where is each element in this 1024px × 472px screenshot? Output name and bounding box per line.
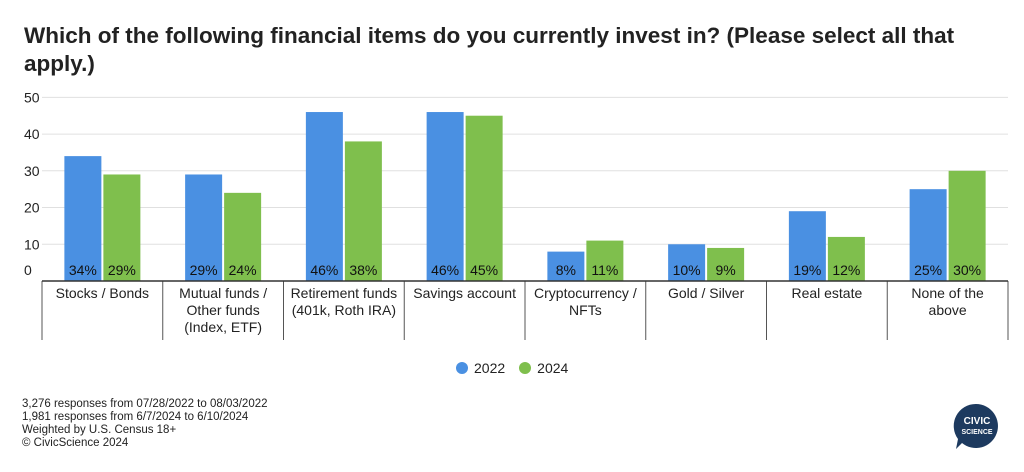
- y-tick-label: 10: [24, 236, 40, 252]
- data-label-2024: 45%: [470, 262, 498, 278]
- bar-chart: 0 10 20 30 40 50 34% 29% 29% 24% 46% 38% 46% 45% 8% 11…: [24, 89, 1009, 340]
- legend-label-2024: 2024: [537, 360, 569, 376]
- x-category-label: Gold / Silver: [668, 285, 745, 301]
- bar-2022: [305, 112, 343, 282]
- bar-2022: [426, 112, 464, 282]
- x-category-label-line: Stocks / Bonds: [56, 285, 149, 301]
- data-label-2022: 10%: [673, 262, 701, 278]
- data-label-2022: 29%: [190, 262, 218, 278]
- data-labels: 34% 29% 29% 24% 46% 38% 46% 45% 8% 11% 10% 9% 19% 12%…: [69, 262, 981, 278]
- data-label-2022: 46%: [310, 262, 338, 278]
- x-category-label-line: (Index, ETF): [184, 319, 262, 335]
- data-label-2024: 9%: [716, 262, 736, 278]
- data-label-2024: 12%: [832, 262, 860, 278]
- bar-2022: [64, 156, 102, 281]
- data-label-2024: 38%: [349, 262, 377, 278]
- chart-title: Which of the following financial items d…: [24, 23, 955, 76]
- y-tick-label: 0: [24, 262, 32, 278]
- data-label-2024: 11%: [591, 262, 618, 278]
- data-label-2024: 30%: [953, 262, 981, 278]
- x-category-label-line: Mutual funds /: [179, 285, 267, 301]
- bar-2024: [827, 236, 865, 281]
- x-category-label-line: (401k, Roth IRA): [292, 302, 396, 318]
- y-tick-label: 30: [24, 163, 40, 179]
- bar-2024: [224, 192, 262, 281]
- data-label-2024: 24%: [229, 262, 257, 278]
- legend-item-2024: 2024: [519, 360, 568, 376]
- x-category-label: Retirement funds (401k, Roth IRA): [291, 285, 398, 318]
- data-label-2022: 8%: [556, 262, 576, 278]
- bars: [64, 112, 986, 282]
- x-category-label: Cryptocurrency / NFTs: [534, 285, 637, 318]
- legend-label-2022: 2022: [474, 360, 506, 376]
- data-label-2022: 25%: [914, 262, 942, 278]
- x-category-label: Real estate: [791, 285, 862, 301]
- legend-item-2022: 2022: [456, 360, 505, 376]
- data-label-2024: 29%: [108, 262, 136, 278]
- bar-2024: [707, 247, 745, 281]
- x-axis: Stocks / Bonds Mutual funds / Other funds(…: [41, 280, 1009, 340]
- x-category-label-line: Savings account: [413, 285, 516, 301]
- x-category-label-line: Retirement funds: [291, 285, 398, 301]
- data-label-2022: 46%: [431, 262, 459, 278]
- x-category-label: Stocks / Bonds: [56, 285, 149, 301]
- x-category-label: Mutual funds / Other funds (Index, ETF): [179, 285, 267, 335]
- svg-text:CIVIC: CIVIC: [964, 416, 991, 427]
- footer-line: 1,981 responses from 6/7/2024 to 6/10/20…: [22, 411, 249, 423]
- civicscience-logo: CIVIC SCIENCE: [953, 403, 998, 449]
- x-category-label-line: Real estate: [791, 285, 862, 301]
- bar-2024: [465, 115, 503, 281]
- x-category-label-line: above: [929, 302, 967, 318]
- bar-2024: [586, 240, 624, 281]
- legend-swatch-2022: [456, 362, 468, 374]
- footer-line: 3,276 responses from 07/28/2022 to 08/03…: [22, 398, 268, 410]
- y-tick-label: 50: [24, 89, 40, 105]
- x-category-label-line: None of the: [911, 285, 984, 301]
- y-axis-ticks: 0 10 20 30 40 50: [24, 89, 40, 278]
- svg-text:SCIENCE: SCIENCE: [961, 429, 992, 436]
- footer-line: © CivicScience 2024: [22, 437, 129, 449]
- bar-2024: [344, 141, 382, 281]
- y-tick-label: 40: [24, 126, 40, 142]
- bar-2022: [788, 211, 826, 281]
- data-label-2022: 19%: [793, 262, 821, 278]
- data-label-2022: 34%: [69, 262, 97, 278]
- x-category-label-line: Gold / Silver: [668, 285, 745, 301]
- x-category-label-line: NFTs: [569, 302, 602, 318]
- x-category-label-line: Cryptocurrency /: [534, 285, 637, 301]
- bar-2022: [185, 174, 223, 281]
- x-category-label-line: Other funds: [187, 302, 260, 318]
- bar-2022: [909, 189, 947, 281]
- bar-2024: [103, 174, 141, 281]
- x-category-label: None of the above: [911, 285, 984, 318]
- bar-2022: [547, 251, 585, 281]
- footer-notes: 3,276 responses from 07/28/2022 to 08/03…: [22, 398, 268, 450]
- footer-line: Weighted by U.S. Census 18+: [22, 424, 177, 436]
- legend: 2022 2024: [456, 360, 582, 376]
- x-category-label: Savings account: [413, 285, 516, 301]
- bar-2024: [948, 170, 986, 281]
- legend-swatch-2024: [519, 362, 532, 374]
- y-tick-label: 20: [24, 200, 40, 216]
- bar-2022: [668, 244, 706, 281]
